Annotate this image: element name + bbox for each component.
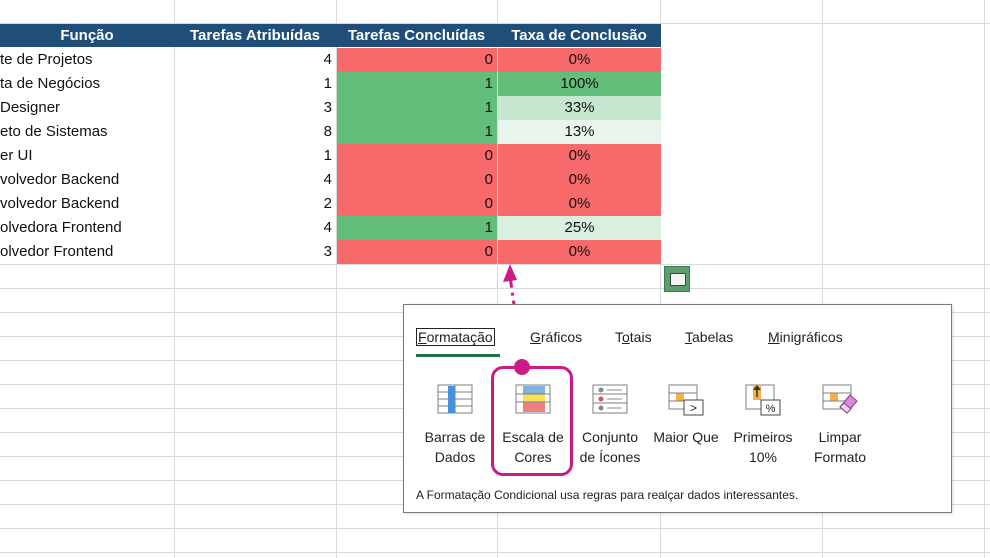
cell-tarefas-concluidas[interactable]: 1 bbox=[337, 72, 497, 96]
svg-text:>: > bbox=[690, 401, 697, 415]
cell-tarefas-concluidas[interactable]: 1 bbox=[337, 120, 497, 144]
cell-tarefas-concluidas[interactable]: 0 bbox=[337, 240, 497, 264]
cell-tarefas-atribuidas[interactable]: 1 bbox=[323, 147, 332, 164]
cell-tarefas-concluidas[interactable]: 0 bbox=[337, 48, 497, 72]
color-scale-button[interactable]: Escala de Cores bbox=[497, 383, 569, 467]
tool-label: Primeiros bbox=[733, 429, 793, 445]
cell-taxa-conclusao[interactable]: 100% bbox=[498, 72, 661, 96]
cell-taxa-conclusao[interactable]: 0% bbox=[498, 240, 661, 264]
cell-funcao[interactable]: olvedor Frontend bbox=[0, 243, 114, 260]
tool-label: Limpar bbox=[818, 429, 862, 445]
cell-taxa-conclusao[interactable]: 0% bbox=[498, 144, 661, 168]
quick-analysis-button[interactable] bbox=[664, 266, 690, 292]
cell-tarefas-atribuidas[interactable]: 2 bbox=[323, 195, 332, 212]
table-header-row: Função Tarefas Atribuídas Tarefas Conclu… bbox=[0, 24, 661, 47]
quick-analysis-panel: Formatação Gráficos Totais Tabelas Minig… bbox=[403, 304, 952, 513]
tool-label: 10% bbox=[748, 449, 778, 465]
active-tab-indicator bbox=[416, 354, 500, 357]
panel-description: A Formatação Condicional usa regras para… bbox=[416, 488, 799, 502]
cell-tarefas-atribuidas[interactable]: 8 bbox=[323, 123, 332, 140]
cell-tarefas-atribuidas[interactable]: 4 bbox=[323, 219, 332, 236]
table-row: er UI 1 0 0% bbox=[0, 144, 661, 168]
cell-funcao[interactable]: olvedora Frontend bbox=[0, 219, 122, 236]
table-row: volvedor Backend 2 0 0% bbox=[0, 192, 661, 216]
annotation-dot bbox=[514, 359, 530, 375]
cell-taxa-conclusao[interactable]: 33% bbox=[498, 96, 661, 120]
cell-funcao[interactable]: te de Projetos bbox=[0, 51, 93, 68]
header-tarefas-concluidas[interactable]: Tarefas Concluídas bbox=[347, 27, 486, 44]
tool-label: de Ícones bbox=[579, 449, 641, 465]
icon-set-icon bbox=[592, 383, 628, 417]
tab-tabelas[interactable]: Tabelas bbox=[685, 329, 734, 345]
clear-format-button[interactable]: Limpar Formato bbox=[804, 383, 876, 467]
cell-taxa-conclusao[interactable]: 0% bbox=[498, 168, 661, 192]
tab-formatacao[interactable]: Formatação bbox=[416, 328, 495, 346]
cell-tarefas-atribuidas[interactable]: 3 bbox=[323, 99, 332, 116]
top-ten-button[interactable]: % Primeiros 10% bbox=[727, 383, 799, 467]
cell-tarefas-atribuidas[interactable]: 3 bbox=[323, 243, 332, 260]
tool-label: Escala de bbox=[502, 429, 564, 445]
tool-label: Conjunto bbox=[581, 429, 639, 445]
table-row: Designer 3 1 33% bbox=[0, 96, 661, 120]
tool-label: Cores bbox=[514, 449, 552, 465]
cell-funcao[interactable]: volvedor Backend bbox=[0, 171, 120, 188]
cell-tarefas-concluidas[interactable]: 1 bbox=[337, 96, 497, 120]
table-row: ta de Negócios 1 1 100% bbox=[0, 72, 661, 96]
table-row: volvedor Backend 4 0 0% bbox=[0, 168, 661, 192]
cell-tarefas-concluidas[interactable]: 1 bbox=[337, 216, 497, 240]
quick-analysis-icon bbox=[670, 273, 686, 286]
header-tarefas-atribuidas[interactable]: Tarefas Atribuídas bbox=[189, 27, 321, 44]
svg-text:%: % bbox=[766, 403, 776, 415]
cell-funcao[interactable]: er UI bbox=[0, 147, 33, 164]
tool-label: Formato bbox=[813, 449, 867, 465]
tab-totais[interactable]: Totais bbox=[615, 329, 652, 345]
header-funcao[interactable]: Função bbox=[60, 27, 114, 44]
table-row: olvedor Frontend 3 0 0% bbox=[0, 240, 661, 264]
cell-taxa-conclusao[interactable]: 0% bbox=[498, 192, 661, 216]
data-bars-icon bbox=[437, 383, 473, 417]
highlight-box bbox=[491, 366, 573, 476]
cell-funcao[interactable]: eto de Sistemas bbox=[0, 123, 108, 140]
cell-tarefas-atribuidas[interactable]: 1 bbox=[323, 75, 332, 92]
greater-than-icon: > bbox=[668, 383, 704, 417]
cell-tarefas-concluidas[interactable]: 0 bbox=[337, 144, 497, 168]
tool-label: Barras de bbox=[424, 429, 486, 445]
tab-minigraficos[interactable]: Minigráficos bbox=[768, 329, 843, 345]
cell-tarefas-atribuidas[interactable]: 4 bbox=[323, 171, 332, 188]
cell-taxa-conclusao[interactable]: 0% bbox=[498, 48, 661, 72]
icon-set-button[interactable]: Conjunto de Ícones bbox=[574, 383, 646, 467]
cell-tarefas-concluidas[interactable]: 0 bbox=[337, 168, 497, 192]
cell-funcao[interactable]: Designer bbox=[0, 99, 61, 116]
tab-graficos[interactable]: Gráficos bbox=[530, 329, 583, 345]
top-ten-icon: % bbox=[745, 383, 781, 417]
cell-taxa-conclusao[interactable]: 13% bbox=[498, 120, 661, 144]
table-row: te de Projetos 4 0 0% bbox=[0, 48, 661, 72]
data-bars-button[interactable]: Barras de Dados bbox=[419, 383, 491, 467]
cell-tarefas-concluidas[interactable]: 0 bbox=[337, 192, 497, 216]
tool-label: Dados bbox=[434, 449, 476, 465]
table-row: olvedora Frontend 4 1 25% bbox=[0, 216, 661, 240]
greater-than-button[interactable]: > Maior Que bbox=[650, 383, 722, 447]
table-row: eto de Sistemas 8 1 13% bbox=[0, 120, 661, 144]
cell-funcao[interactable]: volvedor Backend bbox=[0, 195, 120, 212]
color-scale-icon bbox=[515, 383, 551, 417]
cell-tarefas-atribuidas[interactable]: 4 bbox=[323, 51, 332, 68]
header-taxa-conclusao[interactable]: Taxa de Conclusão bbox=[511, 27, 647, 44]
tool-label: Maior Que bbox=[653, 429, 719, 445]
clear-format-icon bbox=[822, 383, 858, 417]
cell-taxa-conclusao[interactable]: 25% bbox=[498, 216, 661, 240]
cell-funcao[interactable]: ta de Negócios bbox=[0, 75, 101, 92]
